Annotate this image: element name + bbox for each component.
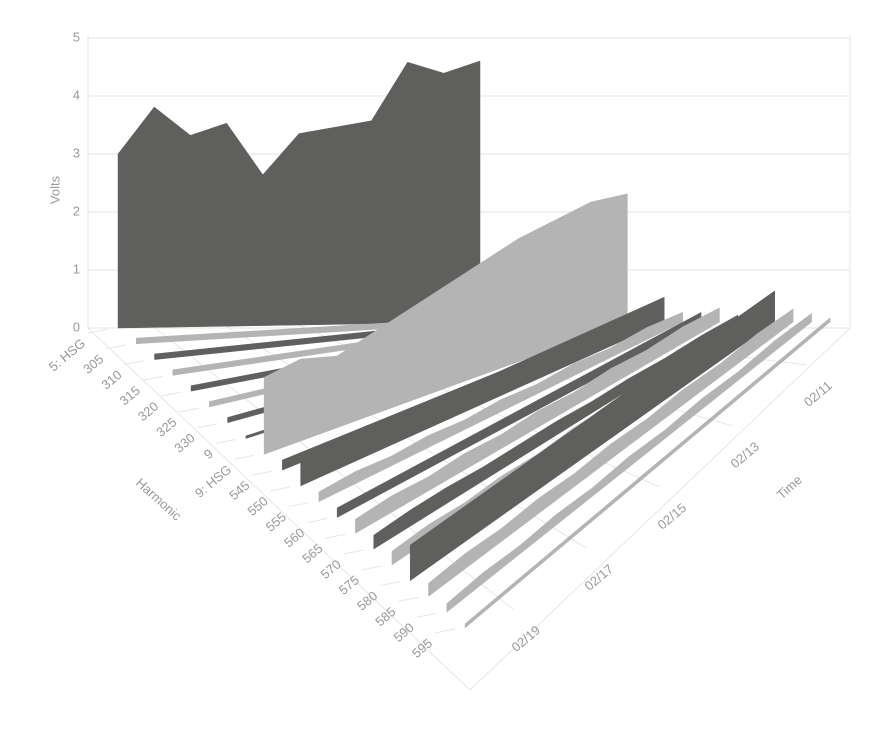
harmonic-tick-label: 555 (263, 509, 289, 534)
harmonic-tick (288, 502, 309, 508)
harmonic-tick-label: 9 (201, 446, 216, 462)
ribbon (464, 317, 831, 629)
harmonic-tick (380, 581, 401, 587)
time-tick-label: 02/19 (509, 622, 544, 654)
harmonic-tick (252, 470, 273, 476)
harmonic-tick (142, 375, 163, 381)
harmonic-tick-label: 590 (391, 620, 417, 645)
ribbon (446, 312, 812, 613)
harmonic-tick (307, 517, 328, 523)
harmonic-tick-label: 545 (226, 478, 252, 503)
harmonic-tick-label: 580 (354, 588, 380, 613)
harmonic-tick (124, 360, 145, 366)
harmonic-tick (106, 344, 127, 350)
ribbon (428, 308, 794, 597)
harmonic-tick (416, 612, 437, 618)
ribbon (300, 296, 665, 487)
harmonic-tick (270, 486, 291, 492)
floor-edge (469, 327, 851, 691)
time-tick-label: 02/13 (728, 439, 763, 471)
y-tick-label: 1 (73, 261, 80, 276)
harmonic-tick (197, 423, 218, 429)
y-tick-label: 2 (73, 203, 80, 218)
time-tick-label: 02/11 (801, 378, 835, 410)
harmonic-tick-label: 565 (299, 541, 325, 566)
harmonic-axis-title: Harmonic (133, 475, 185, 524)
time-tick-label: 02/17 (582, 561, 617, 593)
harmonic-tick-label: 315 (117, 383, 143, 408)
ribbon (117, 60, 481, 329)
harmonic-tick (398, 596, 419, 602)
ribbon (355, 307, 720, 534)
harmonic-tick (215, 439, 236, 445)
harmonic-tick (87, 328, 109, 334)
y-tick-label: 5 (73, 29, 80, 44)
harmonic-tick-label: 585 (372, 604, 398, 629)
harmonic-tick-label: 575 (336, 572, 362, 597)
harmonic-tick-label: 325 (153, 414, 179, 439)
harmonic-tick (179, 407, 200, 413)
harmonic-tick (325, 533, 346, 539)
y-tick-label: 4 (73, 87, 80, 102)
ribbon (318, 311, 683, 503)
time-axis-title: Time (774, 472, 805, 502)
harmonic-tick-label: 320 (135, 399, 161, 424)
harmonic-tick-label: 595 (409, 635, 435, 660)
harmonic-tick-label: 560 (281, 525, 307, 550)
harmonic-tick (343, 549, 364, 555)
y-tick-label: 0 (73, 319, 80, 334)
harmonic-tick (361, 565, 383, 571)
harmonic-tick (434, 628, 456, 634)
harmonic-tick-label: 570 (318, 556, 344, 581)
harmonic-tick-label: 330 (171, 430, 197, 455)
time-tick-label: 02/15 (655, 500, 690, 532)
harmonic-tick (160, 391, 182, 397)
y-axis-title: Volts (47, 175, 62, 204)
harmonic-tick (234, 454, 255, 460)
y-tick-label: 3 (73, 145, 80, 160)
ribbon (409, 290, 775, 582)
harmonic-tick-label: 305 (80, 351, 106, 376)
floor-edge (87, 327, 471, 691)
harmonic-tick-label: 310 (98, 367, 124, 392)
